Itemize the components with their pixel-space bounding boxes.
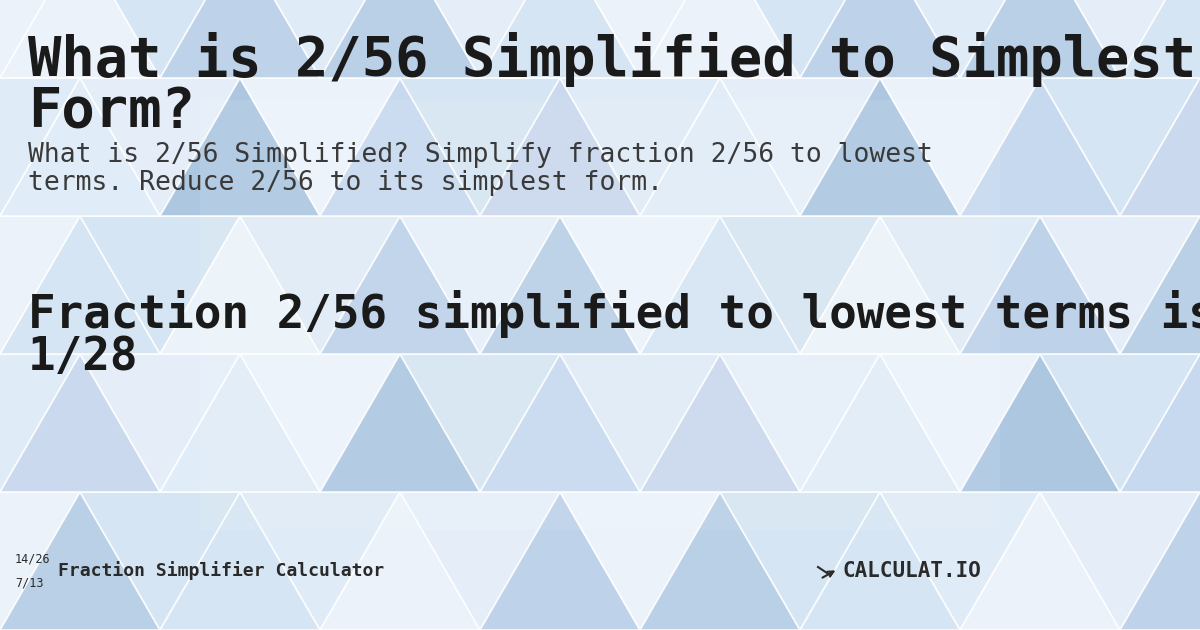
Polygon shape: [0, 216, 80, 354]
Polygon shape: [0, 0, 80, 78]
Polygon shape: [1040, 492, 1200, 630]
Polygon shape: [160, 492, 320, 630]
Polygon shape: [0, 492, 160, 630]
Text: Fraction Simplifier Calculator: Fraction Simplifier Calculator: [58, 561, 384, 580]
Polygon shape: [720, 354, 880, 492]
Polygon shape: [880, 216, 1040, 354]
Polygon shape: [720, 492, 880, 630]
Polygon shape: [1040, 78, 1200, 216]
Polygon shape: [1120, 492, 1200, 630]
Polygon shape: [160, 0, 320, 78]
Polygon shape: [0, 354, 80, 492]
Polygon shape: [0, 78, 160, 216]
Polygon shape: [320, 78, 480, 216]
Polygon shape: [80, 0, 240, 78]
Polygon shape: [720, 0, 880, 78]
Text: What is 2/56 Simplified to Simplest: What is 2/56 Simplified to Simplest: [28, 32, 1196, 87]
Polygon shape: [1120, 354, 1200, 492]
Text: Form?: Form?: [28, 85, 194, 138]
Polygon shape: [160, 78, 320, 216]
Polygon shape: [480, 354, 640, 492]
Polygon shape: [0, 0, 160, 78]
Polygon shape: [640, 0, 800, 78]
Polygon shape: [720, 78, 880, 216]
Polygon shape: [560, 78, 720, 216]
Polygon shape: [1040, 216, 1200, 354]
Polygon shape: [880, 492, 1040, 630]
Polygon shape: [800, 492, 960, 630]
Polygon shape: [480, 0, 640, 78]
Polygon shape: [400, 0, 560, 78]
Polygon shape: [1120, 0, 1200, 78]
Text: 14/26: 14/26: [14, 552, 50, 565]
Polygon shape: [640, 354, 800, 492]
Text: 1/28: 1/28: [28, 335, 138, 380]
Bar: [200, 100, 1000, 530]
Polygon shape: [240, 78, 400, 216]
Polygon shape: [560, 216, 720, 354]
Polygon shape: [880, 0, 1040, 78]
Text: Fraction 2/56 simplified to lowest terms is: Fraction 2/56 simplified to lowest terms…: [28, 290, 1200, 338]
Polygon shape: [640, 216, 800, 354]
Polygon shape: [1120, 78, 1200, 216]
Polygon shape: [720, 216, 880, 354]
Polygon shape: [880, 354, 1040, 492]
Text: terms. Reduce 2/56 to its simplest form.: terms. Reduce 2/56 to its simplest form.: [28, 170, 662, 196]
Polygon shape: [560, 354, 720, 492]
Polygon shape: [560, 492, 720, 630]
Polygon shape: [320, 492, 480, 630]
Polygon shape: [480, 492, 640, 630]
Polygon shape: [240, 0, 400, 78]
Polygon shape: [80, 216, 240, 354]
Polygon shape: [320, 0, 480, 78]
Polygon shape: [960, 0, 1120, 78]
Polygon shape: [0, 354, 160, 492]
Polygon shape: [640, 492, 800, 630]
Polygon shape: [800, 354, 960, 492]
Polygon shape: [80, 354, 240, 492]
Polygon shape: [400, 78, 560, 216]
Polygon shape: [480, 216, 640, 354]
Text: CALCULAT.IO: CALCULAT.IO: [842, 561, 980, 581]
Polygon shape: [960, 216, 1120, 354]
Polygon shape: [400, 216, 560, 354]
Polygon shape: [1040, 354, 1200, 492]
Polygon shape: [160, 354, 320, 492]
Polygon shape: [960, 492, 1120, 630]
Text: 7/13: 7/13: [14, 577, 43, 590]
Polygon shape: [320, 354, 480, 492]
Polygon shape: [800, 0, 960, 78]
Polygon shape: [160, 216, 320, 354]
Polygon shape: [240, 492, 400, 630]
Polygon shape: [0, 216, 160, 354]
Polygon shape: [1040, 0, 1200, 78]
Polygon shape: [880, 78, 1040, 216]
Polygon shape: [640, 78, 800, 216]
Polygon shape: [800, 216, 960, 354]
Polygon shape: [80, 78, 240, 216]
Polygon shape: [480, 78, 640, 216]
Polygon shape: [960, 78, 1120, 216]
Polygon shape: [960, 354, 1120, 492]
Polygon shape: [0, 78, 80, 216]
Polygon shape: [400, 354, 560, 492]
Text: What is 2/56 Simplified? Simplify fraction 2/56 to lowest: What is 2/56 Simplified? Simplify fracti…: [28, 142, 932, 168]
Polygon shape: [320, 216, 480, 354]
Polygon shape: [80, 492, 240, 630]
Polygon shape: [1120, 216, 1200, 354]
Polygon shape: [0, 492, 80, 630]
Polygon shape: [560, 0, 720, 78]
Polygon shape: [400, 492, 560, 630]
Polygon shape: [800, 78, 960, 216]
Polygon shape: [240, 216, 400, 354]
Polygon shape: [240, 354, 400, 492]
